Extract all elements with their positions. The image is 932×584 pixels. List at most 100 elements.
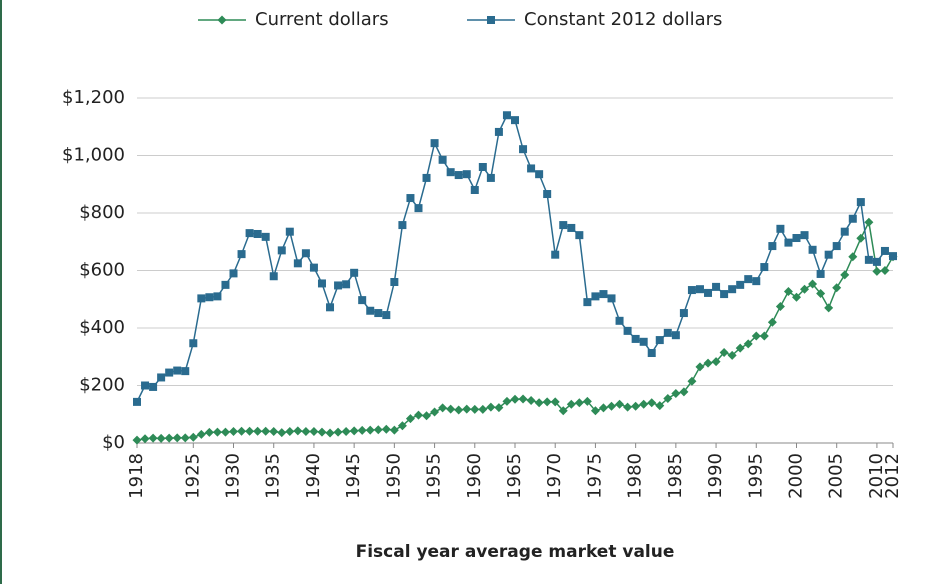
y-tick-label: $1,200 [62,87,125,108]
point [856,198,865,207]
point [872,257,881,266]
point [269,427,279,436]
point [784,238,793,247]
x-tick-label: 1918 [126,453,147,499]
point [357,425,367,435]
point [366,306,375,315]
x-tick-label: 2012 [882,453,903,499]
point [486,173,495,182]
point [736,280,745,289]
y-tick-label: $200 [79,375,125,396]
point [575,231,584,240]
y-tick-label: $400 [79,317,125,338]
point [582,396,592,406]
point [317,279,326,288]
point [712,282,721,291]
point [679,309,688,318]
point [687,376,697,386]
point [430,139,439,148]
point [848,252,858,262]
point [446,404,456,414]
point [768,242,777,251]
point [880,266,890,275]
point [309,427,319,436]
point [277,246,286,255]
point [783,286,793,296]
point [326,303,335,312]
point [583,298,592,307]
point [816,289,826,298]
point [776,224,785,233]
point [720,290,729,299]
point [808,279,818,289]
point [350,268,359,277]
point [205,293,214,302]
point [149,382,158,391]
legend: Current dollars Constant 2012 dollars [198,9,722,30]
point [382,311,391,320]
point [173,366,182,375]
point [358,296,367,305]
point [751,331,761,341]
point [454,171,463,180]
point [494,403,504,413]
x-tick-label: 1940 [303,453,324,499]
point [735,343,745,353]
point [245,229,254,238]
legend-label: Current dollars [255,9,389,30]
point [864,217,874,227]
x-tick-label: 1925 [182,453,203,499]
point [309,263,318,272]
point [277,428,287,438]
point [133,397,141,406]
point [543,190,552,199]
point [253,229,262,238]
point [212,427,222,437]
point [430,407,440,417]
point [478,163,487,171]
x-tick-label: 1955 [424,453,445,499]
point [325,428,335,438]
point [775,301,785,311]
point [800,231,809,240]
point [711,357,721,367]
point [808,245,817,254]
x-tick-label: 1995 [745,453,766,499]
y-tick-label: $1,000 [62,145,125,166]
x-tick-label: 1985 [665,453,686,499]
point [639,399,649,409]
point [132,435,142,445]
point [165,368,174,377]
point [542,397,552,407]
point [164,433,174,443]
point [373,425,383,435]
point [647,349,656,358]
x-tick-label: 1930 [223,453,244,499]
point [526,395,536,405]
point [285,427,295,436]
point [405,414,415,424]
point [791,292,801,302]
point [727,350,737,360]
point [486,402,496,412]
point [342,280,351,289]
point [695,285,704,294]
x-tick-label: 2005 [826,453,847,499]
point [213,292,222,301]
point [623,326,632,335]
point [470,186,479,194]
legend-label: Constant 2012 dollars [524,9,722,30]
point [317,427,327,437]
point [237,426,247,436]
point [180,433,190,443]
point [598,403,608,413]
point [752,277,761,286]
point [566,399,576,409]
point [140,434,150,444]
point [397,421,407,431]
point [864,255,873,264]
point [840,270,850,280]
point [148,433,158,443]
point [413,410,423,420]
